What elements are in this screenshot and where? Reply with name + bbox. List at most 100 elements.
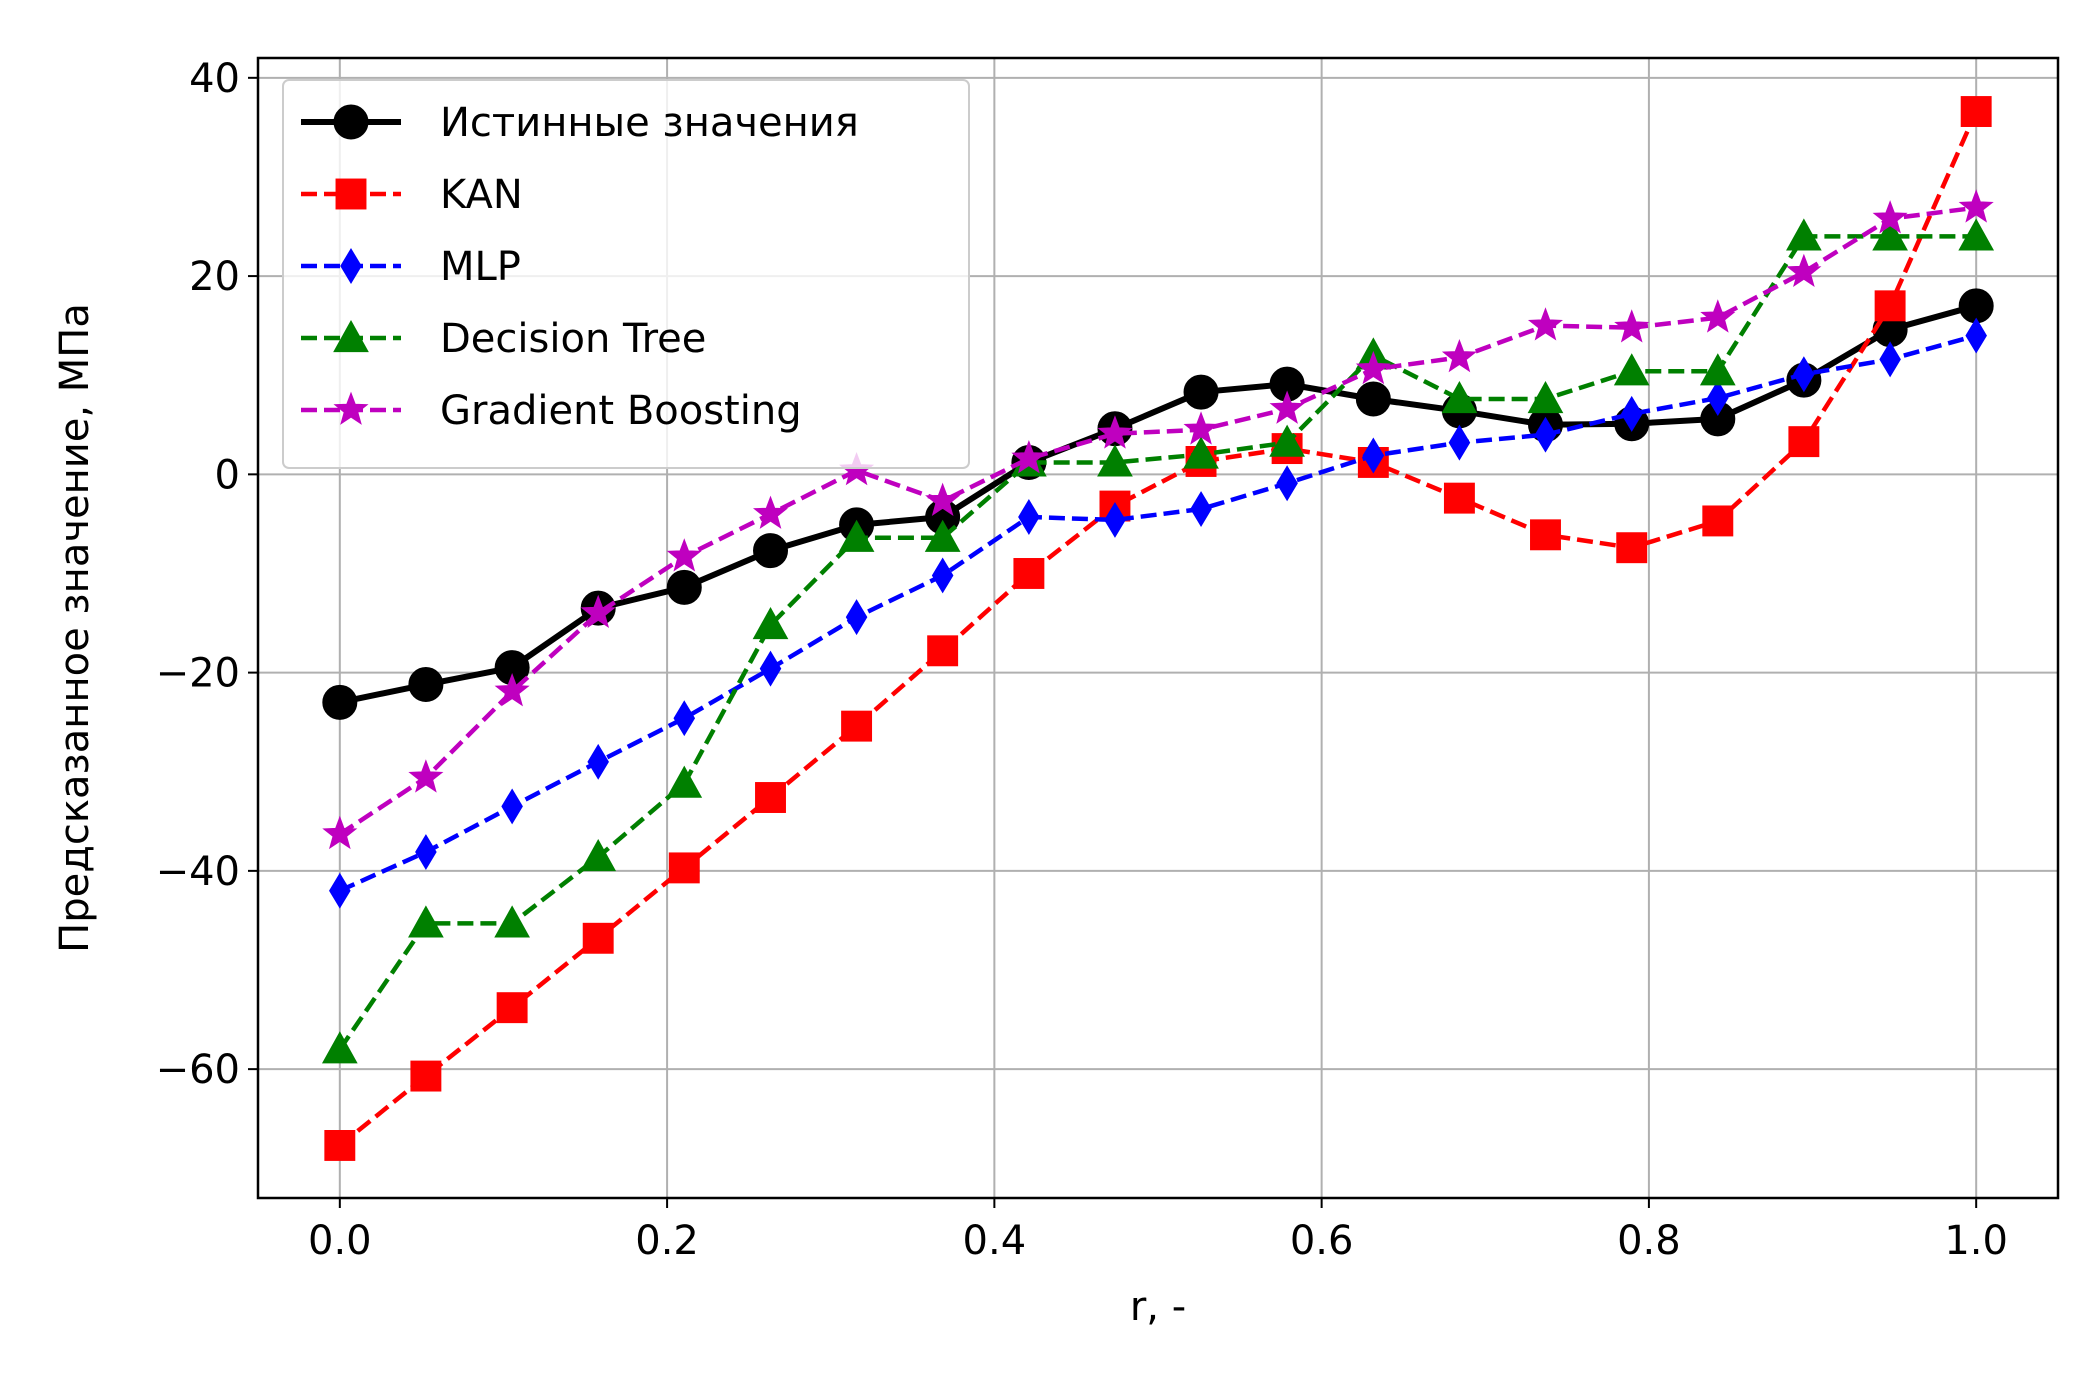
legend-label: Истинные значения xyxy=(440,100,859,146)
series-5 xyxy=(322,189,1994,850)
data-point xyxy=(1527,307,1564,341)
axes: 0.0 0.2 0.4 0.6 0.8 1.0 −60 −40 −20 0 20 40 r, - П… xyxy=(52,56,2008,1330)
data-point xyxy=(1707,380,1729,416)
data-point xyxy=(1527,380,1564,414)
data-point xyxy=(759,650,782,687)
data-point xyxy=(501,788,523,825)
x-tick-label: 0.8 xyxy=(1617,1218,1681,1264)
data-point xyxy=(410,1060,442,1092)
x-tick-label: 0.0 xyxy=(308,1218,372,1264)
y-tick-label: 40 xyxy=(189,56,240,102)
data-point xyxy=(1443,482,1475,514)
data-point xyxy=(1614,309,1650,343)
legend-label: Gradient Boosting xyxy=(440,388,802,434)
data-point xyxy=(408,759,444,793)
legend-label: KAN xyxy=(440,172,523,218)
data-point xyxy=(755,782,786,813)
data-point xyxy=(1960,96,1992,127)
legend-marker xyxy=(333,391,369,425)
data-point xyxy=(1276,465,1298,502)
series-layer xyxy=(321,96,1995,1161)
data-point xyxy=(1786,253,1822,288)
data-point xyxy=(324,1130,356,1161)
data-point xyxy=(1441,380,1478,414)
legend-label: Decision Tree xyxy=(440,316,706,362)
data-point xyxy=(924,519,961,552)
data-point xyxy=(1011,440,1047,474)
data-point xyxy=(321,1031,358,1064)
data-point xyxy=(1183,436,1219,469)
data-point xyxy=(1874,290,1906,322)
x-tick-label: 0.6 xyxy=(1290,1218,1354,1264)
data-point xyxy=(1965,317,1987,354)
data-point xyxy=(587,743,609,780)
data-point xyxy=(1183,374,1219,410)
data-point xyxy=(1620,395,1643,432)
data-point xyxy=(1958,189,1994,223)
data-point xyxy=(322,815,358,850)
data-point xyxy=(1872,200,1908,234)
series-line xyxy=(338,205,1977,837)
x-axis: 0.0 0.2 0.4 0.6 0.8 1.0 xyxy=(308,1198,2008,1264)
legend-marker xyxy=(335,178,367,210)
data-point xyxy=(1355,350,1391,385)
y-axis: −60 −40 −20 0 20 40 xyxy=(156,56,258,1093)
legend-marker xyxy=(340,248,362,284)
legend-marker xyxy=(333,319,369,353)
legend-marker xyxy=(333,104,369,140)
data-point xyxy=(1788,426,1820,458)
data-point xyxy=(752,606,789,640)
x-tick-label: 0.4 xyxy=(963,1218,1027,1264)
data-point xyxy=(1534,416,1557,453)
series-line xyxy=(337,234,1977,1051)
data-point xyxy=(845,599,868,636)
data-point xyxy=(1613,353,1650,386)
data-point xyxy=(322,684,358,720)
data-point xyxy=(408,667,444,703)
data-point xyxy=(1355,381,1391,417)
data-point xyxy=(666,569,702,605)
data-point xyxy=(1097,444,1133,477)
data-point xyxy=(1530,519,1561,551)
series-2 xyxy=(324,96,1992,1161)
y-axis-title: Предсказанное значение, МПа xyxy=(52,303,98,953)
data-point xyxy=(415,834,437,871)
x-tick-label: 0.2 xyxy=(635,1218,699,1264)
data-point xyxy=(1269,424,1305,457)
legend-box xyxy=(282,79,970,469)
data-point xyxy=(580,594,616,629)
y-tick-label: −40 xyxy=(156,849,240,895)
data-point xyxy=(1700,299,1736,333)
data-point xyxy=(666,765,703,798)
series-line xyxy=(338,333,1977,893)
data-point xyxy=(841,710,873,742)
data-point xyxy=(927,635,959,667)
data-point xyxy=(753,533,789,569)
x-axis-title: r, - xyxy=(1130,1284,1186,1330)
data-point xyxy=(496,992,528,1024)
legend-item: MLP xyxy=(301,244,521,290)
plot-frame xyxy=(256,56,2060,1200)
y-tick-label: 20 xyxy=(189,254,240,300)
data-point xyxy=(1441,338,1477,373)
data-point xyxy=(580,838,617,872)
data-point xyxy=(1018,499,1040,535)
legend-item: Истинные значения xyxy=(301,100,859,146)
data-point xyxy=(1793,356,1815,393)
data-point xyxy=(1362,437,1385,474)
data-point xyxy=(1616,532,1648,564)
data-point xyxy=(931,557,954,594)
y-tick-label: 0 xyxy=(215,452,240,498)
data-point xyxy=(666,538,702,572)
series-3 xyxy=(329,317,1987,909)
data-point xyxy=(494,905,530,938)
data-point xyxy=(673,700,696,737)
legend-item: Decision Tree xyxy=(301,316,706,362)
data-point xyxy=(1448,424,1471,461)
data-point xyxy=(329,872,351,909)
legend-item: KAN xyxy=(301,172,523,218)
data-point xyxy=(1872,218,1908,251)
y-tick-label: −20 xyxy=(156,651,240,697)
data-point xyxy=(668,852,700,884)
legend-label: MLP xyxy=(440,244,521,290)
